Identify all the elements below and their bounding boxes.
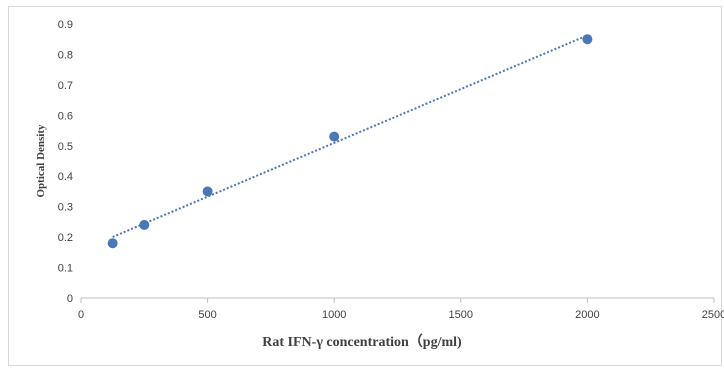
x-tick-label: 1500 <box>449 309 473 321</box>
x-tick-label: 1000 <box>322 309 346 321</box>
chart-frame <box>8 6 722 366</box>
data-point <box>582 34 593 45</box>
x-tick-label: 2500 <box>702 309 724 321</box>
x-tick-label: 0 <box>78 309 84 321</box>
data-point <box>329 131 340 142</box>
data-point <box>107 238 118 249</box>
data-point <box>139 219 150 230</box>
y-tick-label: 0.7 <box>58 80 73 92</box>
y-tick-label: 0.1 <box>58 263 73 275</box>
data-point <box>202 186 213 197</box>
y-tick-label: 0.8 <box>58 49 73 61</box>
y-axis-title: Optical Density <box>35 124 47 198</box>
x-axis-ticks: 0 500 1000 1500 2000 2500 <box>78 298 724 321</box>
y-tick-label: 0.5 <box>58 141 73 153</box>
data-points <box>107 34 593 249</box>
y-tick-label: 0.6 <box>58 110 73 122</box>
y-tick-label: 0.4 <box>58 171 73 183</box>
y-tick-label: 0.2 <box>58 232 73 244</box>
y-tick-label: 0 <box>67 293 73 305</box>
trendline <box>112 34 588 238</box>
y-tick-label: 0.3 <box>58 202 73 214</box>
x-tick-label: 2000 <box>575 309 599 321</box>
x-tick-label: 500 <box>198 309 216 321</box>
y-tick-label: 0.9 <box>58 19 73 31</box>
x-axis-title: Rat IFN-γ concentration（pg/ml) <box>262 334 462 350</box>
y-axis-ticks: 0 0.1 0.2 0.3 0.4 0.5 0.6 0.7 0.8 0.9 <box>58 19 73 305</box>
